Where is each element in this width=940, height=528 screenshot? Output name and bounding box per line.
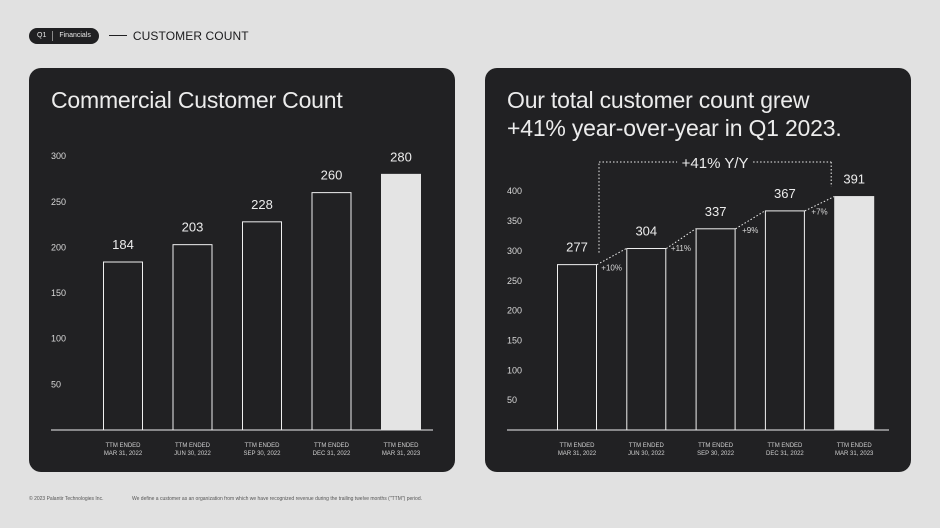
- commercial-customer-panel: Commercial Customer Count 50 100 150 200 250…: [29, 68, 455, 472]
- x-tick-label: TTM ENDED: [629, 443, 665, 449]
- badge-category: Financials: [59, 32, 91, 39]
- y-tick-label: 50: [507, 395, 517, 405]
- x-tick-label: DEC 31, 2022: [313, 451, 351, 457]
- bar: [834, 196, 875, 431]
- bar: [242, 221, 282, 431]
- x-tick-label: JUN 30, 2022: [174, 451, 211, 457]
- x-tick-label: TTM ENDED: [767, 443, 803, 449]
- x-tick-label: TTM ENDED: [314, 443, 350, 449]
- x-tick-label: MAR 31, 2022: [104, 451, 143, 457]
- x-tick-label: TTM ENDED: [837, 443, 873, 449]
- bar: [626, 248, 667, 431]
- bar: [103, 261, 143, 431]
- x-tick-label: DEC 31, 2022: [766, 451, 804, 457]
- growth-connector: [596, 248, 627, 266]
- y-tick-label: 300: [51, 151, 66, 161]
- y-tick-label: 100: [51, 334, 66, 344]
- header-bar: Q1 Financials CUSTOMER COUNT: [29, 27, 249, 44]
- y-tick-label: 250: [507, 276, 522, 286]
- bar: [172, 244, 213, 431]
- x-tick-label: TTM ENDED: [560, 443, 596, 449]
- total-customer-chart: 50 100 150 200 250 300 350 400 277 TTM ENDED MAR 3…: [507, 155, 889, 457]
- badge-divider: [52, 30, 54, 41]
- total-customer-panel: Our total customer count grew +41% year-…: [485, 68, 911, 472]
- right-panel-title: Our total customer count grew +41% year-…: [507, 86, 842, 142]
- growth-label: +11%: [671, 244, 691, 253]
- y-tick-label: 100: [507, 365, 522, 375]
- bar: [311, 192, 352, 431]
- right-title-line-2: +41% year-over-year in Q1 2023.: [507, 115, 842, 141]
- growth-connector: [666, 228, 696, 249]
- bar: [381, 173, 421, 431]
- commercial-customer-chart: 50 100 150 200 250 300 184 TTM ENDED MAR 31, 202…: [51, 149, 433, 457]
- x-tick-label: SEP 30, 2022: [244, 451, 282, 457]
- y-tick-label: 250: [51, 197, 66, 207]
- badge-quarter: Q1: [37, 32, 47, 39]
- footer-note: We define a customer as an organization …: [132, 496, 422, 502]
- y-tick-label: 400: [507, 186, 522, 196]
- footer-copyright: © 2023 Palantir Technologies Inc.: [29, 496, 104, 502]
- y-tick-label: 300: [507, 246, 522, 256]
- growth-label: +7%: [811, 208, 827, 217]
- bar: [695, 228, 736, 431]
- bar-value-label: 391: [843, 172, 865, 187]
- bar-value-label: 228: [251, 197, 273, 212]
- right-title-line-1: Our total customer count grew: [507, 87, 810, 113]
- growth-connector: [735, 210, 766, 230]
- y-tick-label: 200: [51, 242, 66, 252]
- section-title: CUSTOMER COUNT: [132, 28, 249, 43]
- y-tick-label: 150: [507, 335, 522, 345]
- x-tick-label: JUN 30, 2022: [628, 451, 665, 457]
- x-tick-label: MAR 31, 2023: [835, 451, 874, 457]
- y-tick-label: 50: [51, 379, 61, 389]
- x-tick-label: MAR 31, 2023: [382, 451, 421, 457]
- bar-value-label: 260: [321, 168, 343, 183]
- bar-value-label: 277: [566, 240, 588, 255]
- bar: [557, 264, 597, 431]
- x-tick-label: MAR 31, 2022: [558, 451, 597, 457]
- x-tick-label: TTM ENDED: [106, 443, 142, 449]
- x-tick-label: TTM ENDED: [175, 443, 211, 449]
- x-tick-label: SEP 30, 2022: [697, 451, 735, 457]
- y-tick-label: 350: [507, 216, 522, 226]
- x-tick-label: TTM ENDED: [384, 443, 420, 449]
- y-tick-label: 200: [507, 306, 522, 316]
- header-dash: [108, 35, 127, 36]
- growth-label: +9%: [742, 226, 758, 235]
- bar-value-label: 304: [635, 224, 657, 239]
- bar: [764, 210, 805, 431]
- left-panel-title: Commercial Customer Count: [51, 87, 343, 113]
- y-tick-label: 150: [51, 288, 66, 298]
- x-tick-label: TTM ENDED: [698, 443, 734, 449]
- bar-value-label: 184: [112, 237, 134, 252]
- bar-value-label: 280: [390, 149, 412, 164]
- x-tick-label: TTM ENDED: [245, 443, 281, 449]
- bar-value-label: 337: [705, 204, 727, 219]
- yoy-label: +41% Y/Y: [682, 155, 749, 172]
- growth-label: +10%: [601, 264, 622, 273]
- bar-value-label: 203: [182, 220, 204, 235]
- bar-value-label: 367: [774, 186, 796, 201]
- section-badge: Q1 Financials: [29, 27, 99, 44]
